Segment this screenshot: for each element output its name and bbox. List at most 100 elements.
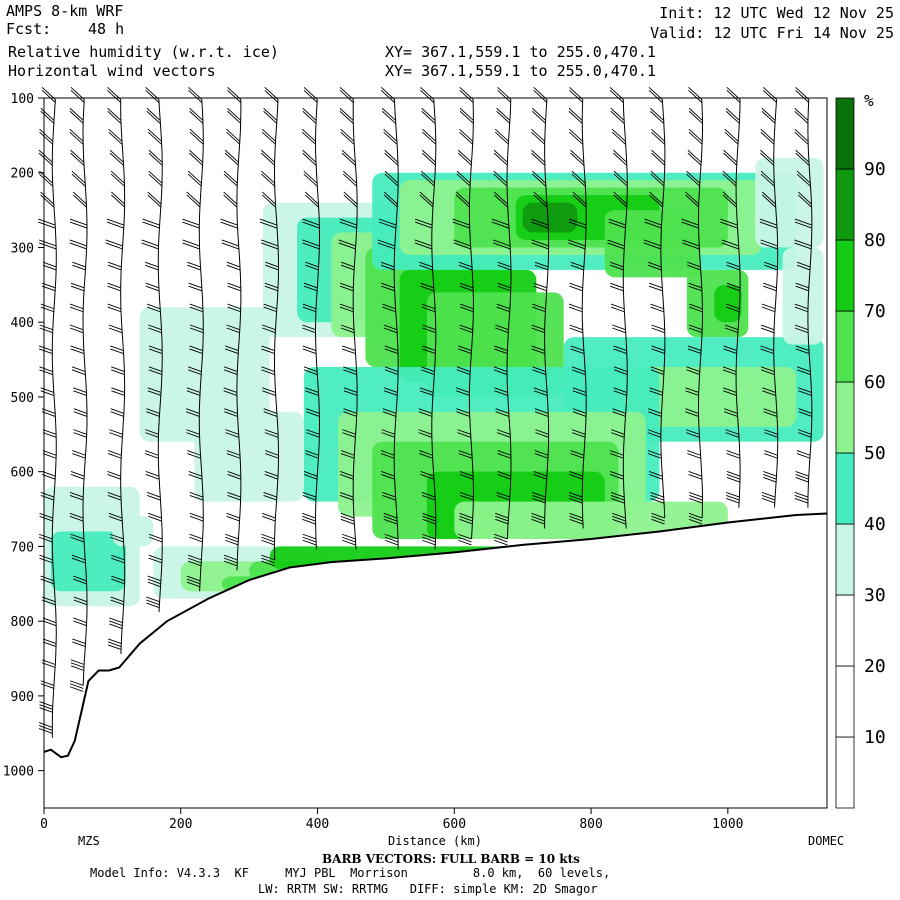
barb-feather: [261, 536, 275, 543]
rh-cell: [604, 210, 701, 278]
barb-feather: [682, 239, 700, 247]
barb-feather: [651, 152, 666, 166]
barb-feather: [39, 369, 53, 375]
barb-column: [491, 87, 512, 546]
barb-feather: [759, 218, 778, 226]
barb-feather: [108, 131, 123, 145]
barb-feather: [259, 218, 278, 226]
barb-feather: [494, 533, 508, 540]
barb-feather: [726, 497, 740, 504]
x-tick-label: 800: [579, 817, 602, 832]
barb-feather: [384, 390, 398, 396]
barb-feather: [533, 191, 548, 205]
barb-feather: [613, 369, 628, 375]
barb-feather: [794, 107, 809, 121]
barb-feather: [145, 474, 160, 480]
barb-feather: [339, 494, 354, 501]
barb-feather: [73, 408, 88, 414]
barb-feather: [306, 429, 320, 435]
barb-feather: [688, 512, 703, 519]
barb-feather: [494, 345, 508, 352]
barb-feather: [647, 264, 662, 271]
barb-feather: [380, 90, 395, 103]
barb-feather: [342, 345, 356, 352]
barb-feather: [38, 728, 53, 734]
barb-shaft: [314, 99, 321, 550]
barb-feather: [70, 87, 85, 100]
barb-feather: [70, 659, 85, 665]
barb-feather: [107, 285, 121, 292]
barb-feather: [144, 450, 159, 456]
barb-feather: [187, 173, 202, 187]
barb-feather: [685, 408, 699, 414]
barb-feather: [340, 453, 355, 459]
barb-feather: [493, 242, 511, 250]
barb-feather: [107, 110, 122, 124]
barb-feather: [726, 303, 740, 310]
barb-feather: [262, 327, 276, 334]
barb-feather: [226, 327, 240, 334]
barb-feather: [612, 512, 626, 519]
barb-feather: [689, 491, 703, 498]
barb-feather: [651, 345, 665, 352]
barb-feather: [726, 471, 741, 477]
barb-feather: [148, 152, 163, 166]
barb-feather: [380, 450, 395, 456]
barb-feather: [612, 515, 626, 522]
barb-feather: [38, 239, 57, 247]
barb-feather: [107, 107, 122, 121]
barb-feather: [796, 453, 811, 459]
barb-feather: [794, 221, 813, 229]
barb-feather: [798, 429, 812, 435]
barb-shaft: [273, 99, 280, 560]
barb-feather: [532, 497, 546, 504]
barb-feather: [497, 282, 511, 289]
barb-feather: [264, 429, 279, 435]
barb-feather: [108, 128, 123, 142]
barb-feather: [148, 557, 163, 564]
barb-feather: [39, 366, 53, 372]
barb-feather: [378, 218, 397, 226]
barb-feather: [343, 194, 358, 208]
barb-feather: [794, 131, 809, 145]
barb-feather: [383, 518, 398, 525]
barb-column: [681, 87, 704, 525]
barb-feather: [69, 683, 84, 689]
barb-feather: [531, 348, 545, 355]
barb-feather: [650, 107, 664, 121]
barb-feather: [109, 620, 123, 627]
barb-feather: [688, 327, 703, 334]
barb-feather: [533, 87, 548, 100]
barb-feather: [533, 474, 548, 480]
barb-feather: [532, 110, 546, 124]
barb-feather: [111, 554, 125, 561]
barb-feather: [419, 191, 434, 205]
barb-column: [607, 87, 628, 529]
barb-feather: [110, 408, 125, 414]
barb-feather: [107, 282, 121, 289]
rh-cell: [618, 367, 797, 427]
barb-feather: [651, 327, 665, 334]
plot-frame: [43, 97, 828, 809]
barb-feather: [455, 191, 470, 205]
barb-feather: [69, 327, 84, 334]
barb-feather: [111, 557, 125, 564]
barb-feather: [569, 512, 583, 519]
barb-feather: [643, 239, 662, 247]
barb-feather: [227, 471, 241, 477]
barb-feather: [648, 411, 662, 417]
barb-feather: [613, 345, 627, 352]
barb-feather: [111, 387, 125, 393]
barb-feather: [305, 387, 319, 393]
barb-feather: [493, 369, 508, 375]
barb-feather: [302, 491, 317, 498]
barb-feather: [613, 390, 628, 396]
barb-feather: [145, 429, 159, 435]
barb-feather: [107, 474, 121, 480]
barb-feather: [649, 194, 664, 208]
barb-feather: [340, 264, 355, 271]
barb-feather: [798, 432, 812, 438]
barb-feather: [303, 170, 318, 184]
barb-feather: [146, 491, 161, 498]
barb-feather: [340, 131, 355, 145]
